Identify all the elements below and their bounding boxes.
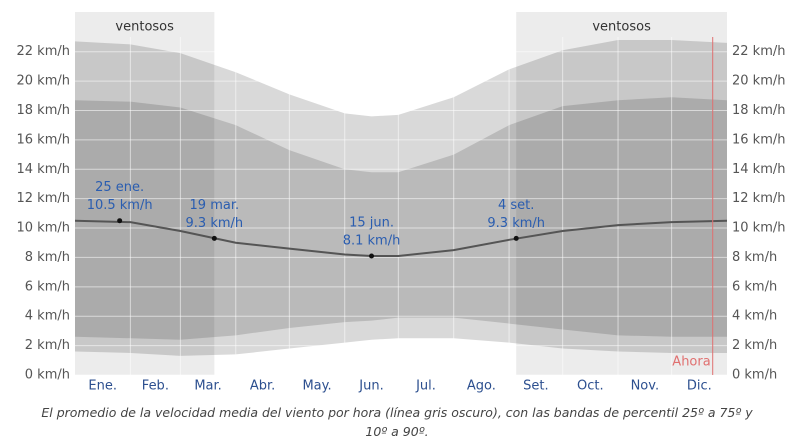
x-tick-label: Jul. — [415, 379, 436, 394]
x-tick-label: Nov. — [631, 379, 660, 394]
y-tick-label: 14 km/h — [17, 162, 71, 177]
annotation-value: 9.3 km/h — [487, 216, 545, 231]
y-tick-label: 16 km/h — [17, 132, 71, 147]
y-tick-label: 6 km/h — [25, 279, 70, 294]
y-tick-label: 2 km/h — [25, 338, 70, 353]
y-tick-label: 20 km/h — [17, 74, 71, 89]
annotation-value: 10.5 km/h — [87, 198, 153, 213]
y2-tick-label: 20 km/h — [732, 74, 786, 89]
annotation-date: 19 mar. — [190, 198, 240, 213]
y-tick-label: 8 km/h — [25, 250, 70, 265]
mean-line — [74, 219, 728, 257]
now-label: Ahora — [672, 355, 710, 370]
y-tick-label: 18 km/h — [17, 103, 71, 118]
annotation-date: 4 set. — [498, 198, 534, 213]
y2-tick-label: 14 km/h — [732, 162, 786, 177]
x-tick-label: Set. — [523, 379, 548, 394]
windy-label: ventosos — [115, 20, 174, 35]
y-tick-label: 22 km/h — [17, 44, 71, 59]
x-tick-label: Abr. — [250, 379, 275, 394]
windy-period — [75, 12, 215, 375]
percentile-band — [75, 39, 727, 356]
y2-tick-label: 8 km/h — [732, 250, 777, 265]
y2-tick-label: 12 km/h — [732, 191, 786, 206]
y2-tick-label: 16 km/h — [732, 132, 786, 147]
y2-tick-label: 10 km/h — [732, 221, 786, 236]
y2-tick-label: 2 km/h — [732, 338, 777, 353]
y2-tick-label: 22 km/h — [732, 44, 786, 59]
caption: El promedio de la velocidad media del vi… — [41, 405, 753, 439]
windy-period — [516, 12, 727, 375]
x-tick-label: Feb. — [142, 379, 169, 394]
annotation-value: 9.3 km/h — [186, 216, 244, 231]
annotation-date: 25 ene. — [95, 180, 144, 195]
annotation-value: 8.1 km/h — [343, 233, 401, 248]
windy-label: ventosos — [592, 20, 651, 35]
chart: ventosos ventosos 0 km/h 0 km/h 2 km/h 2 km/h… — [17, 12, 786, 394]
y-tick-label: 4 km/h — [25, 309, 70, 324]
y-tick-label: 0 km/h — [25, 368, 70, 383]
percentile-band — [75, 97, 727, 340]
annotation-marker — [117, 218, 123, 224]
x-tick-label: Mar. — [194, 379, 221, 394]
y2-tick-label: 0 km/h — [732, 368, 777, 383]
y2-tick-label: 4 km/h — [732, 309, 777, 324]
x-tick-label: Dic. — [687, 379, 712, 394]
x-tick-label: Jun. — [358, 379, 383, 394]
y-tick-label: 10 km/h — [17, 221, 71, 236]
annotation-marker — [513, 235, 519, 241]
x-tick-label: May. — [302, 379, 331, 394]
y2-tick-label: 6 km/h — [732, 279, 777, 294]
x-tick-label: Oct. — [577, 379, 604, 394]
annotation-marker — [369, 253, 375, 259]
y-tick-label: 12 km/h — [17, 191, 71, 206]
y2-tick-label: 18 km/h — [732, 103, 786, 118]
annotation-date: 15 jun. — [349, 215, 394, 230]
x-tick-label: Ago. — [467, 379, 496, 394]
annotation-marker — [211, 235, 217, 241]
x-tick-label: Ene. — [88, 379, 117, 394]
